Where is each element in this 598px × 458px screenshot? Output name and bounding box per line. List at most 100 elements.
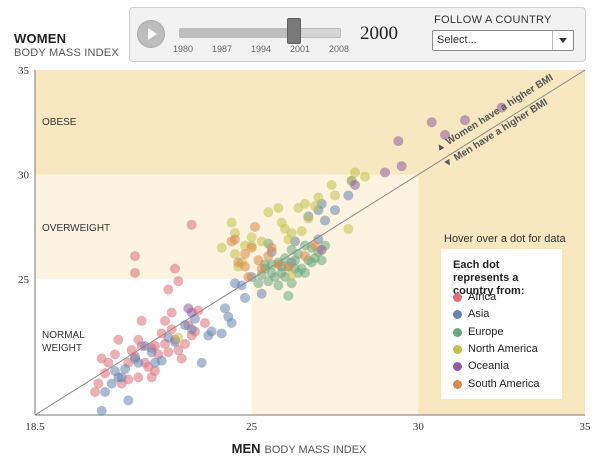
dot-africa [180,338,190,349]
x-tick-label: 35 [580,421,592,433]
dot-africa [136,315,147,326]
dot-asia [140,341,150,351]
legend-label: Oceania [468,360,509,373]
dot-north-america [173,332,184,343]
dot-asia [196,357,207,368]
dot-africa [163,284,174,295]
x-tick-label: 25 [246,421,258,433]
dot-north-america [256,236,267,247]
dot-africa [163,347,174,358]
dot-asia [130,353,140,364]
dot-asia [216,328,227,339]
play-button[interactable] [137,20,165,48]
dot-asia [123,395,134,406]
dot-africa [130,251,140,262]
dot-europe [266,267,277,278]
dot-oceania [380,167,390,178]
slider-tick-label: 1987 [211,44,233,54]
dot-oceania [460,115,470,126]
follow-country-select[interactable]: Select... [432,30,574,51]
dot-oceania [393,136,404,147]
dot-asia [186,324,197,335]
dot-north-america [246,232,257,243]
legend-label: South America [468,377,540,390]
dot-africa [173,345,184,356]
dot-africa [150,366,160,377]
dot-north-america [226,217,237,228]
year-slider-track[interactable] [179,28,341,38]
x-axis-label: MEN BODY MASS INDEX [0,440,598,458]
dot-africa [133,372,144,383]
dot-oceania [186,307,197,318]
dot-asia [96,405,107,416]
dot-oceania [440,129,450,140]
dot-africa [200,318,210,328]
chevron-down-icon [552,31,573,50]
dot-north-america [310,200,320,211]
zone-label-obese: OBESE [42,117,77,128]
x-axis-subtitle: BODY MASS INDEX [264,444,367,456]
dot-africa [130,267,140,278]
dot-oceania [350,180,360,190]
dot-asia [330,205,340,216]
legend: Each dot represents a country from: Afri… [441,249,562,399]
dot-europe [280,253,290,264]
dot-north-america [360,171,370,182]
dot-north-america [300,198,310,209]
zone-label-normal-line1: NORMAL [42,330,85,341]
dot-europe [286,278,297,289]
dot-asia [146,347,157,358]
legend-label: Africa [468,291,497,303]
dot-africa [186,219,197,230]
dot-south-america [230,234,240,245]
slider-tick-label: 1980 [172,44,194,54]
legend-title: Each dot represents a country from: [453,259,525,297]
dot-north-america [230,249,240,259]
dot-africa [166,307,177,318]
dot-africa [176,353,187,364]
legend-swatch [453,362,462,372]
dot-africa [113,334,124,345]
dot-asia [116,372,127,383]
legend-swatch [453,293,462,302]
y-tick-label: 25 [18,274,30,286]
dot-south-america [256,263,267,274]
dot-north-america [286,228,297,239]
slider-tick-label: 2001 [289,44,311,54]
dot-north-america [216,242,227,253]
dot-africa [100,368,110,379]
year-slider-handle[interactable] [287,18,302,44]
dot-oceania [396,161,407,172]
dot-south-america [240,249,250,259]
dot-europe [300,267,310,278]
dot-asia [230,278,240,289]
zone-label-overweight: OVERWEIGHT [42,223,110,234]
dot-north-america [350,167,360,178]
legend-swatch [453,379,462,389]
dot-asia [203,330,214,341]
dot-oceania [496,102,507,113]
dot-asia [256,288,267,299]
equal-bmi-line [34,69,586,416]
dot-south-america [253,255,264,266]
dot-oceania [426,117,437,128]
dot-asia [240,292,250,303]
y-axis-title: WOMEN [14,31,67,46]
dot-north-america [313,192,324,203]
dot-asia [343,190,354,201]
dot-asia [106,378,117,389]
year-display: 2000 [360,23,398,44]
y-axis-subtitle: BODY MASS INDEX [14,47,119,59]
dot-europe [253,278,264,289]
dot-africa [170,263,180,274]
dot-europe [316,255,327,266]
slider-tick-label: 1994 [250,44,272,54]
legend-label: North America [468,342,538,355]
dot-asia [100,387,110,397]
dot-south-america [266,242,277,253]
dot-south-america [273,259,284,270]
play-icon [148,28,157,40]
dot-africa [110,349,120,360]
dot-asia [150,357,160,368]
dot-africa [173,276,184,287]
